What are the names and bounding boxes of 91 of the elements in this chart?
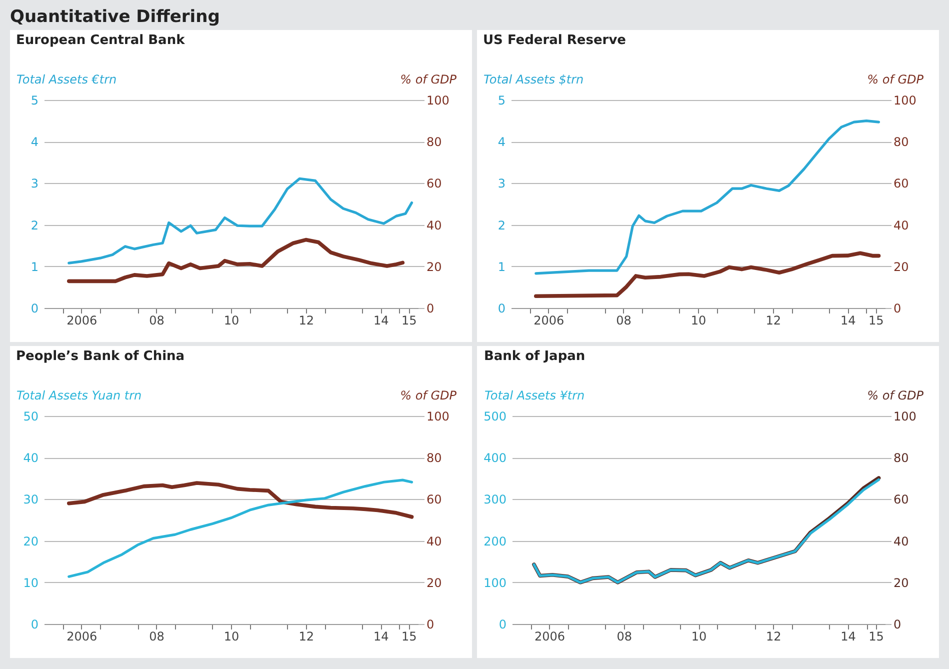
y2-axis-title: % of GDP: [867, 72, 924, 86]
y-tick-label: 0: [498, 302, 506, 316]
x-tick-label: 2006: [66, 630, 98, 644]
y-tick-label: 5: [30, 94, 38, 108]
y-tick-label: 40: [23, 451, 38, 466]
y2-tick-label: 60: [426, 492, 442, 507]
y-tick-label: 100: [484, 576, 506, 590]
x-tick-label: 15: [868, 630, 884, 644]
y-axis-title: Total Assets ¥trn: [484, 388, 585, 402]
y-tick-label: 10: [23, 576, 38, 590]
x-tick-label: 2006: [534, 630, 566, 644]
y2-tick-label: 20: [894, 260, 909, 274]
y2-tick-label: 60: [426, 176, 442, 191]
y-tick-label: 0: [498, 618, 506, 632]
x-tick-label: 12: [766, 630, 782, 644]
x-tick-label: 10: [224, 630, 240, 644]
y-tick-label: 4: [498, 135, 506, 150]
y2-tick-label: 80: [426, 135, 442, 150]
y2-axis-title: % of GDP: [400, 72, 458, 86]
x-tick-label: 12: [766, 314, 781, 328]
y-tick-label: 300: [484, 492, 506, 507]
line-series: [534, 120, 880, 275]
x-tick-label: 10: [690, 314, 706, 328]
x-tick-label: 12: [298, 630, 314, 644]
chart-title: US Federal Reserve: [483, 33, 626, 48]
x-tick-label: 08: [149, 314, 164, 328]
y-tick-label: 30: [23, 492, 38, 507]
x-tick-label: 08: [149, 630, 164, 644]
y2-tick-label: 0: [894, 302, 902, 316]
y2-tick-label: 0: [426, 302, 434, 316]
x-tick-label: 08: [616, 630, 632, 644]
x-tick-label: 14: [840, 314, 856, 328]
y2-tick-label: 40: [894, 534, 909, 548]
line-series: [66, 481, 414, 519]
x-tick-label: 08: [616, 314, 632, 328]
y-tick-label: 5: [498, 94, 506, 108]
x-tick-label: 12: [298, 314, 314, 328]
x-tick-label: 2006: [66, 314, 98, 328]
x-tick-label: 14: [840, 630, 856, 644]
y2-tick-label: 40: [894, 218, 909, 232]
y2-tick-label: 40: [426, 218, 442, 232]
y-tick-label: 400: [484, 451, 506, 466]
y-tick-label: 50: [23, 410, 38, 424]
y2-tick-label: 100: [894, 410, 916, 424]
y-tick-label: 2: [498, 218, 506, 232]
y2-tick-label: 60: [894, 492, 909, 507]
chart-title: European Central Bank: [16, 33, 186, 48]
text: Quantitative Differing: [10, 6, 221, 29]
line-series: [534, 251, 881, 298]
x-tick-label: 14: [373, 630, 389, 644]
y-axis-title: Total Assets €trn: [16, 72, 117, 86]
y-tick-label: 1: [30, 260, 38, 274]
y2-tick-label: 80: [894, 135, 909, 150]
x-tick-label: 10: [224, 314, 240, 328]
x-tick-label: 15: [402, 630, 417, 644]
y2-tick-label: 80: [894, 451, 909, 466]
y-tick-label: 3: [498, 176, 506, 191]
line-series: [68, 177, 414, 264]
y2-tick-label: 80: [426, 451, 442, 466]
x-tick-label: 15: [402, 314, 417, 328]
line-series: [68, 478, 414, 578]
y-tick-label: 1: [498, 260, 506, 274]
y2-tick-label: 0: [426, 618, 434, 632]
y-tick-label: 500: [484, 410, 506, 424]
y2-tick-label: 0: [894, 618, 902, 632]
y-axis-title: Total Assets $trn: [484, 72, 584, 86]
y-axis-title: Total Assets Yuan trn: [16, 388, 142, 402]
y2-tick-label: 40: [426, 534, 442, 548]
y2-tick-label: 60: [894, 176, 909, 191]
x-tick-label: 14: [373, 314, 389, 328]
y-tick-label: 2: [30, 218, 38, 232]
chart-title: Bank of Japan: [484, 349, 586, 364]
y-tick-label: 20: [23, 534, 38, 548]
y-tick-label: 4: [30, 135, 38, 150]
y2-tick-label: 100: [426, 410, 450, 424]
x-tick-label: 2006: [534, 314, 564, 328]
y-tick-label: 0: [30, 618, 38, 632]
x-tick-label: 10: [691, 630, 707, 644]
y2-tick-label: 20: [894, 576, 909, 590]
y2-axis-title: % of GDP: [400, 388, 458, 402]
y2-tick-label: 100: [894, 94, 916, 108]
y-tick-label: 200: [484, 534, 506, 548]
y2-tick-label: 100: [426, 94, 450, 108]
y-tick-label: 3: [30, 176, 38, 191]
y2-tick-label: 20: [426, 576, 442, 590]
y2-axis-title: % of GDP: [867, 388, 924, 402]
y2-tick-label: 20: [426, 260, 442, 274]
x-tick-label: 15: [868, 314, 884, 328]
y-tick-label: 0: [30, 302, 38, 316]
line-series: [66, 238, 405, 284]
chart-title: People’s Bank of China: [16, 349, 185, 364]
